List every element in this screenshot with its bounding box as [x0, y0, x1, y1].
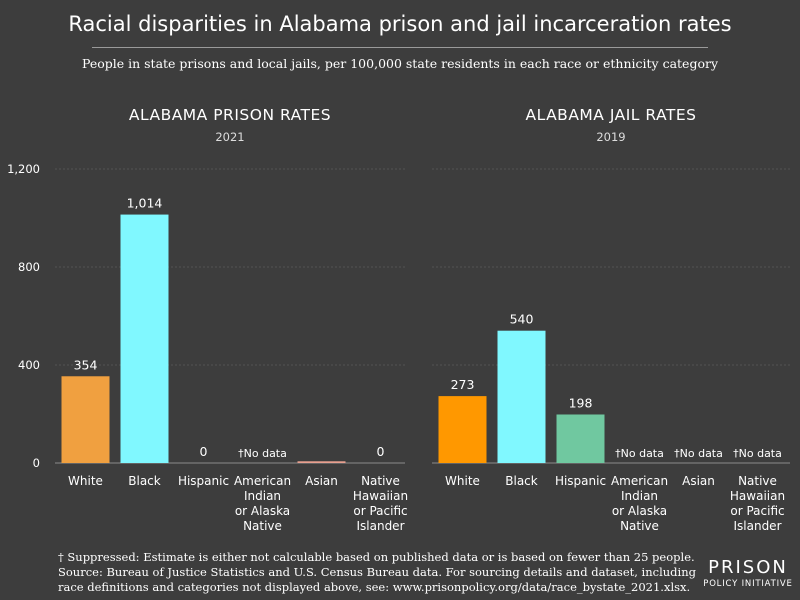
chart-subtitle: People in state prisons and local jails,…	[81, 56, 719, 71]
x-category-label: Islander	[733, 519, 781, 533]
bar-value-label: 0	[200, 444, 208, 459]
footnote: † Suppressed: Estimate is either not cal…	[58, 550, 698, 595]
x-category-label: American	[234, 474, 291, 488]
x-category-label: Hispanic	[555, 474, 606, 488]
x-category-label: Hawaiian	[730, 489, 785, 503]
x-category-label: Asian	[682, 474, 715, 488]
footnote-source: Source: Bureau of Justice Statistics and…	[58, 565, 696, 579]
x-category-label: Islander	[356, 519, 404, 533]
bar-value-label: †No data	[733, 447, 782, 460]
logo-line-1: PRISON	[708, 557, 788, 578]
x-category-label: Black	[128, 474, 161, 488]
bar-value-label: 1,014	[127, 196, 163, 211]
x-category-label: Hawaiian	[353, 489, 408, 503]
logo-line-2: POLICY INITIATIVE	[703, 579, 793, 589]
x-category-label: or Alaska	[235, 504, 290, 518]
bar-value-label: †No data	[238, 447, 287, 460]
prison-policy-logo: PRISON POLICY INITIATIVE	[698, 558, 798, 590]
panel-title: ALABAMA JAIL RATES	[525, 106, 696, 124]
x-category-label: Asian	[305, 474, 338, 488]
chart-title: Racial disparities in Alabama prison and…	[68, 12, 732, 36]
x-category-label: Native	[620, 519, 659, 533]
x-category-label: Native	[361, 474, 400, 488]
bar-asian	[297, 461, 346, 463]
x-category-label: or Alaska	[612, 504, 667, 518]
bar-black	[497, 330, 546, 463]
x-category-label: Hispanic	[178, 474, 229, 488]
bar-hispanic	[556, 414, 605, 463]
x-category-label: White	[68, 474, 103, 488]
title-divider	[92, 47, 708, 48]
footnote-suppressed: † Suppressed: Estimate is either not cal…	[58, 550, 695, 564]
bar-value-label: 273	[451, 377, 475, 392]
bar-black	[120, 214, 169, 463]
footnote-dataset: race definitions and categories not disp…	[58, 580, 691, 594]
y-tick-label: 400	[18, 358, 40, 372]
x-category-label: Native	[243, 519, 282, 533]
x-category-label: Black	[505, 474, 538, 488]
x-category-label: or Pacific	[353, 504, 407, 518]
bar-white	[438, 396, 487, 463]
bar-value-label: 354	[74, 357, 98, 372]
y-tick-label: 0	[33, 456, 40, 470]
panel-title: ALABAMA PRISON RATES	[129, 106, 331, 124]
bar-value-label: †No data	[615, 447, 664, 460]
panel-year: 2021	[215, 130, 244, 144]
y-tick-label: 1,200	[7, 162, 40, 176]
bar-value-label: 540	[510, 312, 534, 327]
x-category-label: Indian	[244, 489, 281, 503]
x-category-label: Indian	[621, 489, 658, 503]
bar-white	[61, 376, 110, 463]
x-category-label: or Pacific	[730, 504, 784, 518]
y-tick-label: 800	[18, 260, 40, 274]
bar-value-label: 198	[569, 395, 593, 410]
x-category-label: American	[611, 474, 668, 488]
x-category-label: Native	[738, 474, 777, 488]
bar-value-label: 0	[377, 444, 385, 459]
x-category-label: White	[445, 474, 480, 488]
chart-area: 0 400 800 1,200 ALABAMA PRISON RATES 2021 354 W…	[7, 106, 790, 533]
bar-value-label: †No data	[674, 447, 723, 460]
panel-year: 2019	[596, 130, 625, 144]
